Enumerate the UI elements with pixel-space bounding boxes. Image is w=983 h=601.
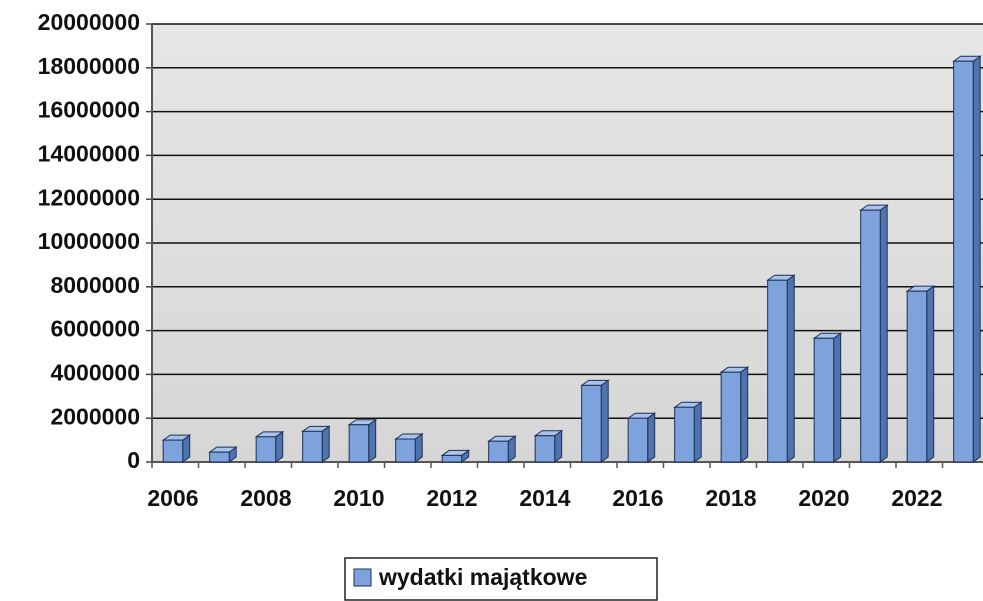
bar-side: [926, 285, 935, 463]
y-tick-label: 18000000: [38, 53, 140, 79]
y-tick-label: 6000000: [50, 316, 140, 342]
bar-side: [972, 55, 981, 463]
bar: [162, 439, 184, 463]
bar: [255, 436, 277, 463]
y-tick-label: 10000000: [38, 228, 140, 254]
bar-side: [786, 274, 795, 463]
bar: [720, 371, 742, 463]
bar: [953, 60, 974, 463]
x-tick-label: 2022: [891, 485, 942, 511]
y-tick-label: 14000000: [38, 140, 140, 166]
x-tick-label: 2020: [798, 485, 849, 511]
bar: [302, 430, 323, 463]
x-tick-label: 2018: [705, 485, 756, 511]
bar: [441, 454, 463, 463]
legend-swatch: [353, 568, 372, 587]
bar: [534, 435, 556, 463]
bar: [395, 438, 416, 463]
bar: [767, 279, 788, 463]
bar: [209, 451, 230, 463]
y-tick-label: 12000000: [38, 184, 140, 210]
legend: [344, 557, 658, 601]
bar: [581, 384, 602, 463]
y-tick-label: 20000000: [38, 9, 140, 35]
bar-side: [600, 379, 609, 463]
x-tick-label: 2008: [240, 485, 291, 511]
bar: [674, 406, 695, 463]
bar-side: [740, 366, 749, 463]
x-tick-label: 2014: [519, 485, 570, 511]
bar: [348, 424, 370, 463]
y-tick-label: 0: [127, 447, 140, 473]
bar-side: [879, 204, 888, 463]
bar-side: [321, 425, 330, 463]
x-tick-label: 2006: [147, 485, 198, 511]
bar: [627, 417, 649, 463]
bar-side: [647, 412, 656, 463]
x-tick-label: 2010: [333, 485, 384, 511]
x-tick-label: 2012: [426, 485, 477, 511]
legend-label: wydatki majątkowe: [378, 564, 587, 590]
bar: [488, 440, 509, 463]
bar: [813, 337, 835, 463]
y-tick-label: 8000000: [50, 272, 140, 298]
bar: [860, 209, 881, 463]
bar-side: [693, 401, 702, 463]
x-tick-label: 2016: [612, 485, 663, 511]
y-tick-label: 2000000: [50, 403, 140, 429]
bar-side: [833, 332, 842, 463]
y-tick-label: 4000000: [50, 359, 140, 385]
bar-side: [368, 418, 377, 463]
bar: [906, 290, 928, 463]
y-tick-label: 16000000: [38, 97, 140, 123]
